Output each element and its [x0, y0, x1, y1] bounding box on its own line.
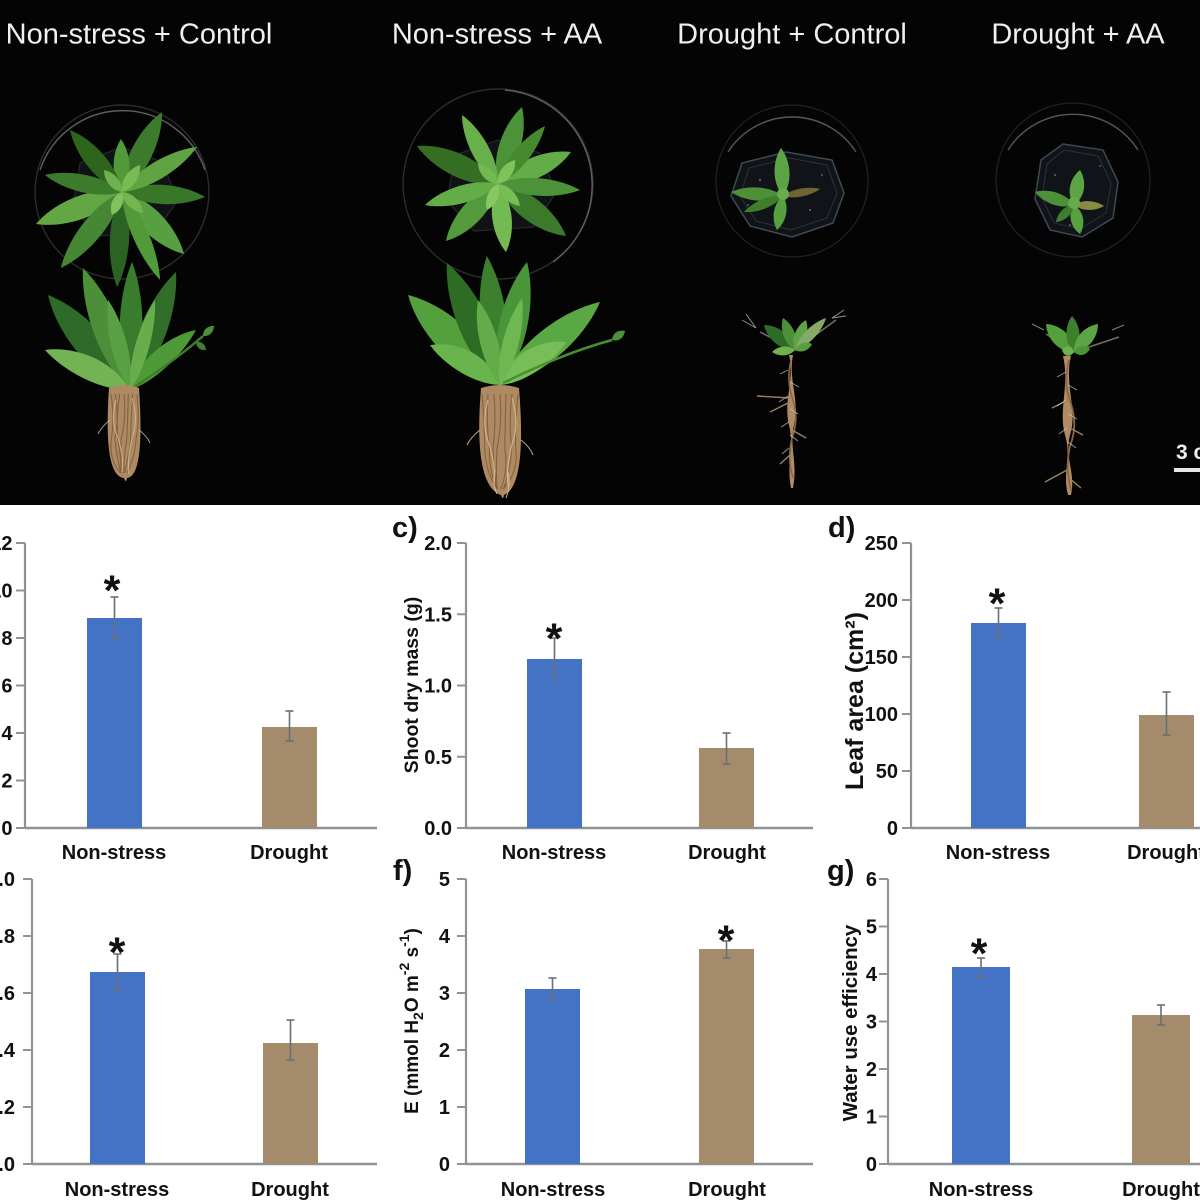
svg-text:Leaf area (cm²): Leaf area (cm²)	[841, 612, 869, 790]
svg-text:1.0: 1.0	[0, 869, 15, 891]
svg-text:0: 0	[439, 1154, 450, 1176]
svg-text:5: 5	[866, 917, 877, 939]
svg-text:200: 200	[865, 590, 898, 612]
svg-text:0: 0	[1, 818, 12, 840]
svg-text:c): c)	[392, 512, 418, 544]
svg-text:Non-stress: Non-stress	[62, 842, 166, 864]
svg-text:0: 0	[866, 1154, 877, 1176]
svg-text:100: 100	[865, 704, 898, 726]
svg-text:Non-stress: Non-stress	[946, 842, 1050, 864]
svg-text:0: 0	[887, 818, 898, 840]
svg-text:g): g)	[827, 855, 854, 887]
svg-text:*: *	[718, 917, 735, 965]
svg-text:4: 4	[1, 723, 13, 745]
svg-text:1: 1	[439, 1097, 450, 1119]
svg-text:10: 10	[0, 581, 13, 603]
svg-text:Drought: Drought	[688, 842, 766, 864]
svg-text:5: 5	[439, 869, 450, 891]
svg-text:0.4: 0.4	[0, 1040, 16, 1062]
svg-text:Non-stress: Non-stress	[929, 1179, 1033, 1200]
svg-text:*: *	[989, 580, 1006, 628]
svg-text:Non-stress + Control: Non-stress + Control	[6, 19, 273, 51]
svg-text:4: 4	[866, 964, 878, 986]
svg-text:f): f)	[393, 855, 412, 887]
svg-text:250: 250	[865, 533, 898, 555]
svg-text:0.8: 0.8	[0, 926, 15, 948]
svg-text:1.5: 1.5	[424, 604, 452, 626]
svg-text:Drought + Control: Drought + Control	[677, 19, 907, 51]
svg-text:*: *	[971, 930, 988, 978]
svg-text:3 c: 3 c	[1176, 441, 1200, 464]
svg-text:0.2: 0.2	[0, 1097, 15, 1119]
svg-text:*: *	[546, 615, 563, 663]
svg-text:1: 1	[866, 1107, 877, 1129]
svg-text:2.0: 2.0	[424, 533, 452, 555]
svg-text:0.0: 0.0	[0, 1154, 15, 1176]
svg-text:Non-stress: Non-stress	[501, 1179, 605, 1200]
svg-text:2: 2	[866, 1059, 877, 1081]
svg-text:Drought: Drought	[1127, 842, 1200, 864]
svg-text:*: *	[104, 567, 121, 615]
svg-text:Drought: Drought	[1122, 1179, 1200, 1200]
svg-text:3: 3	[439, 983, 450, 1005]
svg-text:Drought: Drought	[688, 1179, 766, 1200]
svg-text:0.6: 0.6	[0, 983, 15, 1005]
svg-text:4: 4	[439, 926, 451, 948]
svg-text:150: 150	[865, 647, 898, 669]
svg-text:*: *	[109, 929, 126, 977]
svg-text:2: 2	[1, 771, 12, 793]
svg-text:2: 2	[439, 1040, 450, 1062]
svg-text:0.5: 0.5	[424, 747, 452, 769]
svg-text:3: 3	[866, 1012, 877, 1034]
svg-text:0.0: 0.0	[424, 818, 452, 840]
svg-text:Non-stress: Non-stress	[65, 1179, 169, 1200]
svg-text:E (mmol H2O m-2 s-1): E (mmol H2O m-2 s-1)	[396, 928, 426, 1114]
svg-text:50: 50	[876, 761, 898, 783]
svg-text:Non-stress + AA: Non-stress + AA	[392, 19, 603, 51]
svg-text:1.0: 1.0	[424, 676, 452, 698]
svg-text:Drought: Drought	[251, 1179, 329, 1200]
svg-text:Drought + AA: Drought + AA	[991, 19, 1165, 51]
svg-text:Water use efficiency: Water use efficiency	[840, 924, 862, 1121]
svg-text:8: 8	[1, 628, 12, 650]
svg-text:6: 6	[866, 869, 877, 891]
svg-text:d): d)	[828, 512, 855, 544]
svg-text:12: 12	[0, 533, 13, 555]
svg-text:6: 6	[1, 676, 12, 698]
svg-text:Non-stress: Non-stress	[502, 842, 606, 864]
svg-text:Shoot dry mass (g): Shoot dry mass (g)	[401, 597, 423, 774]
svg-text:Drought: Drought	[250, 842, 328, 864]
